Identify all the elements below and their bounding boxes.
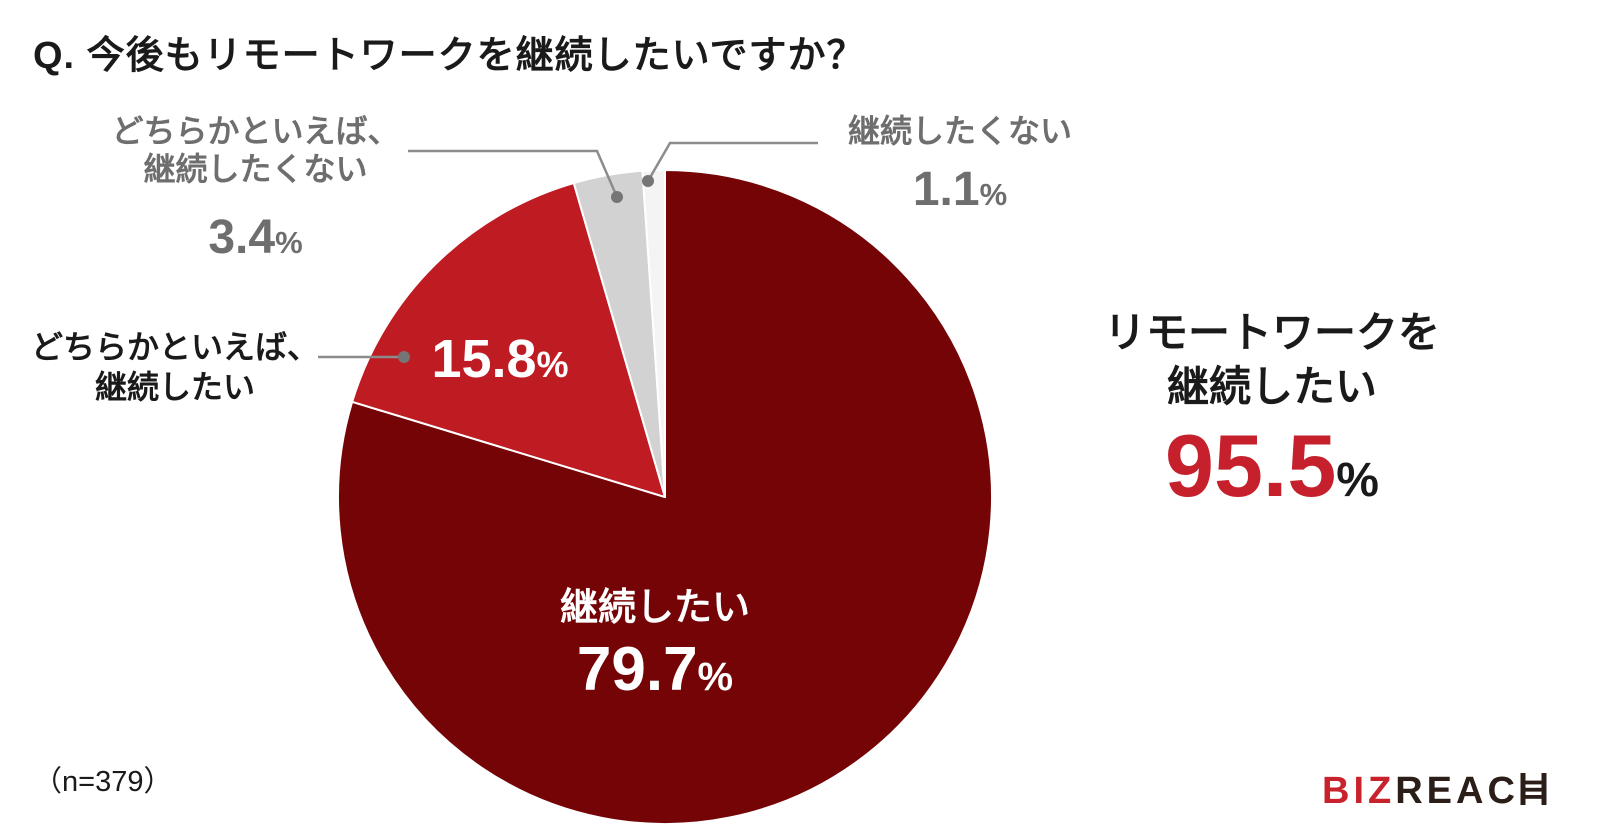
- callout-value: 3.4%: [103, 210, 408, 265]
- logo-ladder-h-icon: [1520, 773, 1547, 805]
- leader-line-not: [646, 141, 818, 182]
- percent-sign: %: [1336, 454, 1379, 507]
- callout-label-line: 継続したくない: [143, 151, 368, 187]
- slice-value: 79.7%: [505, 639, 805, 708]
- callout-rather-not-continue: どちらかといえば、 継続したくない 3.4%: [103, 112, 408, 265]
- bizreach-logo: BIZREAC: [1322, 770, 1547, 813]
- summary-panel: リモートワークを 継続したい 95.5%: [1062, 306, 1482, 527]
- pie-slices: [337, 169, 993, 825]
- logo-text-biz: BIZ: [1322, 770, 1396, 812]
- leader-dot-not: [642, 175, 654, 187]
- slice-value-number: 79.7: [576, 635, 698, 704]
- leader-line-rather-not: [408, 149, 619, 198]
- callout-leader-lines: [318, 141, 818, 363]
- percent-sign: %: [697, 655, 734, 699]
- callout-label-line: どちらかといえば、: [111, 113, 400, 149]
- leader-dot-rather-yes: [398, 351, 410, 363]
- callout-value-number: 1.1: [912, 163, 980, 216]
- callout-label-line: 継続したくない: [847, 113, 1072, 149]
- percent-sign: %: [979, 177, 1008, 212]
- callout-value-number: 3.4: [208, 211, 276, 264]
- summary-value: 95.5%: [1062, 420, 1482, 527]
- slice-value-number: 15.8: [431, 329, 537, 389]
- summary-label-line: 継続したい: [1166, 363, 1377, 410]
- callout-not-continue: 継続したくない 1.1%: [810, 112, 1110, 217]
- slice-label-continue: 継続したい 79.7%: [505, 585, 805, 708]
- pie-slice-1: [351, 181, 666, 498]
- leader-dot-rather-not: [611, 191, 623, 203]
- percent-sign: %: [275, 225, 303, 260]
- sample-size-note: （n=379）: [33, 766, 173, 798]
- summary-value-number: 95.5: [1165, 416, 1337, 515]
- percent-sign: %: [536, 344, 569, 385]
- callout-label-line: 継続したい: [94, 369, 255, 405]
- callout-value: 1.1%: [810, 162, 1110, 217]
- slice-value-rather-continue: 15.8%: [385, 328, 615, 390]
- logo-text-reac: REAC: [1395, 770, 1519, 812]
- chart-title: Q. 今後もリモートワークを継続したいですか？: [33, 35, 866, 77]
- callout-rather-continue: どちらかといえば、 継続したい: [25, 327, 325, 407]
- callout-label-line: どちらかといえば、: [30, 329, 319, 365]
- summary-label-line: リモートワークを: [1103, 309, 1440, 356]
- slice-label-text: 継続したい: [559, 587, 750, 629]
